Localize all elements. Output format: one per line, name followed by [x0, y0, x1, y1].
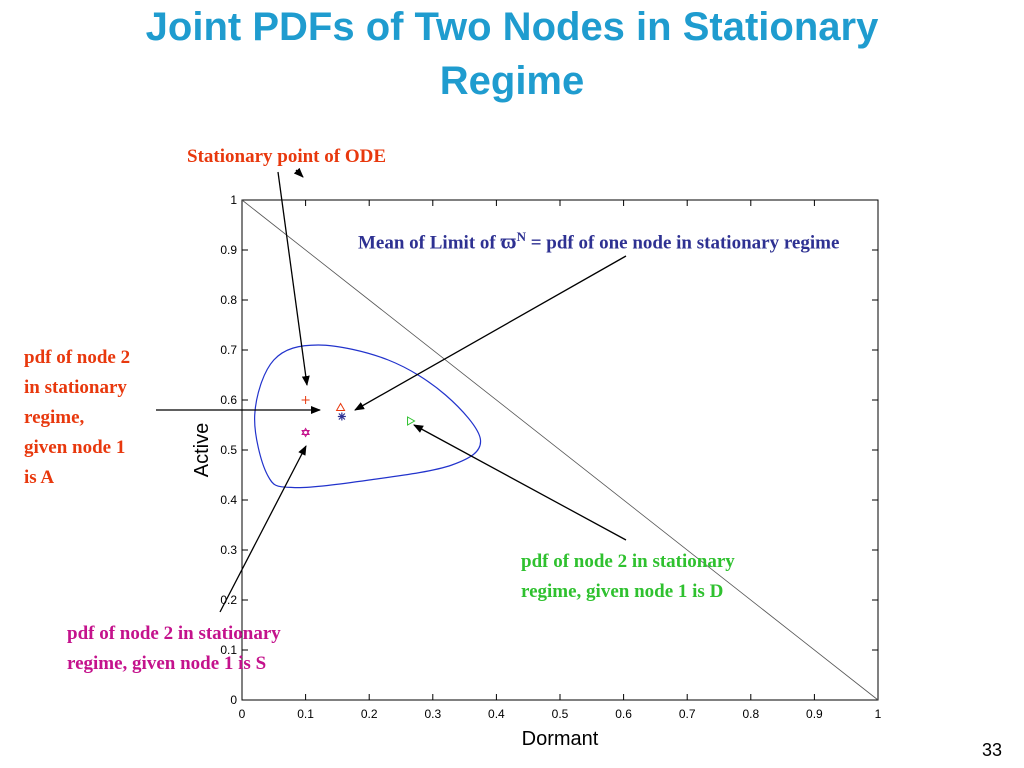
node-a-line: given node 1: [24, 437, 126, 458]
node-d-line: pdf of node 2 in stationary: [521, 551, 735, 572]
marker-*: [337, 412, 346, 421]
y-tick-label: 1: [230, 193, 237, 207]
node-a-line: regime,: [24, 407, 85, 428]
y-tick-label: 0.8: [220, 293, 237, 307]
x-tick-label: 0.9: [806, 707, 823, 721]
node-a-line: is A: [24, 467, 55, 488]
x-tick-label: 0: [239, 707, 246, 721]
hex-up: [301, 427, 310, 435]
x-tick-label: 0.5: [552, 707, 569, 721]
node-s-line: regime, given node 1 is S: [67, 653, 267, 674]
arrow-node-d: [413, 424, 627, 541]
x-tick-label: 0.8: [742, 707, 759, 721]
annotation-stationary-point: Stationary point of ODE: [187, 142, 386, 172]
annotation-node-d: pdf of node 2 in stationary regime, give…: [521, 547, 735, 607]
y-tick-label: 0.6: [220, 393, 237, 407]
node-a-line: pdf of node 2: [24, 347, 131, 368]
y-tick-label: 0.4: [220, 493, 237, 507]
stationary-point-text: Stationary point of ODE: [187, 146, 386, 167]
y-tick-label: 0.3: [220, 543, 237, 557]
x-tick-label: 0.1: [297, 707, 314, 721]
arrow-node-s: [219, 445, 307, 613]
arrow-stationary-point: [277, 171, 310, 386]
node-d-line: regime, given node 1 is D: [521, 581, 724, 602]
marker-+: [301, 396, 310, 404]
star-d2: [338, 413, 346, 420]
x-tick-label: 0.7: [679, 707, 696, 721]
mean-limit-suffix: = pdf of one node in stationary regime: [525, 232, 840, 254]
x-tick-label: 0.2: [361, 707, 378, 721]
slide-title: Joint PDFs of Two Nodes in Stationary Re…: [0, 0, 1024, 108]
arrow-mean-limit: [354, 255, 627, 411]
diagonal-line: [241, 199, 879, 701]
x-tick-label: 0.3: [424, 707, 441, 721]
x-axis-label: Dormant: [522, 728, 599, 750]
marker-triangle-right: [407, 416, 416, 426]
y-tick-label: 0.7: [220, 343, 237, 357]
slide-number: 33: [981, 740, 1002, 760]
title-line-2: Regime: [439, 59, 585, 103]
marker-triangle: [335, 402, 346, 411]
node-a-line: in stationary: [24, 377, 127, 398]
y-tick-label: 0.1: [220, 643, 237, 657]
marker-hexagram: [301, 427, 310, 438]
y-tick-label: 0.9: [220, 243, 237, 257]
y-tick-label: 0: [230, 693, 237, 707]
x-tick-label: 1: [875, 707, 882, 721]
hex-down: [301, 430, 310, 438]
title-line-1: Joint PDFs of Two Nodes in Stationary: [145, 5, 879, 49]
annotation-node-s: pdf of node 2 in stationary regime, give…: [67, 619, 281, 679]
mean-limit-symbol: ϖ: [500, 228, 517, 254]
x-tick-label: 0.6: [615, 707, 632, 721]
mean-limit-prefix: Mean of Limit of: [358, 232, 501, 254]
y-axis-label: Active: [191, 423, 213, 477]
x-tick-label: 0.4: [488, 707, 505, 721]
mean-limit-superscript: N: [516, 229, 526, 244]
node-s-line: pdf of node 2 in stationary: [67, 623, 281, 644]
y-tick-label: 0.5: [220, 443, 237, 457]
arrow-stationary-point-tip: [293, 167, 304, 178]
annotation-mean-limit: Mean of Limit of ϖN = pdf of one node in…: [358, 222, 839, 258]
annotation-node-a: pdf of node 2 in stationary regime, give…: [24, 343, 130, 493]
